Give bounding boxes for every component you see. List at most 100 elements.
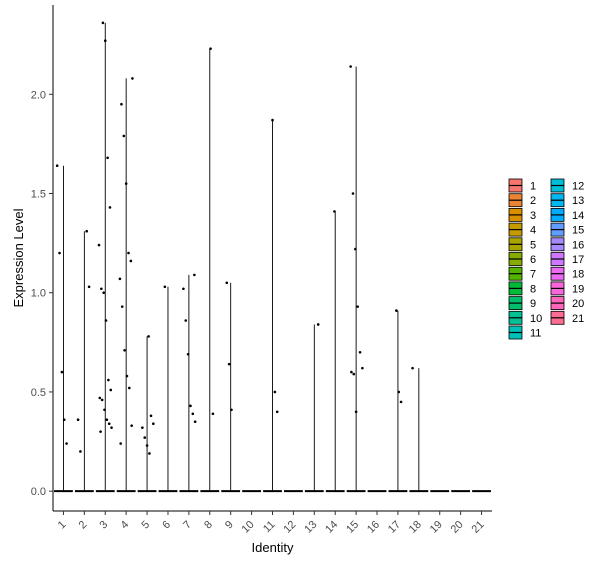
data-point [358, 350, 362, 354]
data-point [60, 370, 64, 374]
x-axis-title: Identity [252, 540, 294, 555]
data-point [209, 47, 212, 50]
legend-item-17: 17 [550, 252, 584, 266]
data-point [99, 430, 102, 433]
data-point [147, 335, 150, 338]
violin-6 [158, 285, 178, 493]
y-tick-label: 2.0 [31, 89, 46, 101]
data-point [98, 396, 102, 400]
legend-label-18: 18 [572, 269, 584, 281]
data-point [225, 281, 229, 285]
data-point [130, 424, 133, 427]
violin-9 [221, 281, 241, 493]
violin-3 [95, 21, 115, 493]
legend-label-2: 2 [530, 195, 536, 207]
violin-8 [200, 47, 220, 493]
legend-item-5: 5 [508, 237, 536, 251]
data-point [127, 251, 130, 255]
data-point [125, 374, 129, 378]
legend-item-21: 21 [550, 310, 584, 325]
data-point [119, 442, 122, 445]
legend-label-15: 15 [572, 225, 584, 237]
data-point [399, 400, 403, 404]
legend-label-7: 7 [530, 269, 536, 281]
legend-item-3: 3 [508, 207, 536, 222]
data-point [120, 102, 123, 106]
legend-label-4: 4 [530, 225, 536, 237]
data-point [104, 319, 108, 322]
data-point [58, 251, 61, 255]
data-point [123, 348, 126, 352]
data-point [351, 192, 355, 195]
data-point [100, 287, 103, 291]
data-point [129, 259, 133, 263]
legend-label-9: 9 [530, 298, 536, 310]
legend-label-20: 20 [572, 298, 584, 310]
data-point [273, 390, 277, 394]
legend-item-20: 20 [550, 296, 584, 310]
violin-4 [116, 77, 136, 493]
y-tick-label: 0.5 [31, 387, 46, 399]
legend-item-14: 14 [550, 207, 584, 222]
legend-item-19: 19 [550, 281, 584, 295]
legend-label-1: 1 [530, 181, 536, 193]
violin-5 [137, 335, 157, 493]
legend-item-8: 8 [508, 281, 536, 295]
data-point [227, 362, 231, 366]
data-point [110, 426, 113, 429]
data-point [107, 378, 110, 382]
violin-2 [74, 229, 94, 493]
data-point [122, 134, 126, 138]
legend-item-6: 6 [508, 252, 536, 266]
violin-15 [346, 65, 366, 493]
legend-item-13: 13 [550, 193, 584, 207]
legend-item-4: 4 [508, 222, 536, 237]
data-point [397, 390, 401, 394]
data-point [271, 118, 274, 122]
data-point [193, 420, 197, 424]
legend-item-2: 2 [508, 193, 536, 207]
data-point [118, 277, 122, 281]
violin-13 [304, 323, 324, 493]
data-point [275, 410, 279, 414]
data-point [349, 65, 352, 68]
legend-label-16: 16 [572, 239, 584, 251]
legend-item-16: 16 [550, 237, 584, 251]
legend-item-18: 18 [550, 266, 584, 281]
data-point [76, 418, 80, 422]
data-point [189, 404, 192, 408]
violin-7 [179, 273, 199, 493]
legend-item-9: 9 [508, 296, 536, 310]
violin-1 [54, 164, 73, 493]
legend-item-10: 10 [508, 310, 542, 325]
data-point [103, 408, 106, 412]
data-point [395, 309, 398, 312]
legend-item-15: 15 [550, 222, 584, 237]
data-point [352, 372, 356, 376]
legend-label-17: 17 [572, 254, 584, 266]
data-point [411, 366, 414, 370]
data-point [184, 319, 188, 322]
data-point [361, 366, 364, 370]
legend-item-1: 1 [508, 178, 536, 193]
data-point [106, 156, 109, 160]
data-point [163, 285, 167, 289]
y-tick-label: 1.5 [31, 189, 46, 201]
data-point [143, 436, 147, 439]
violin-17 [388, 309, 408, 493]
legend-item-7: 7 [508, 266, 536, 281]
data-point [152, 422, 155, 425]
data-point [230, 408, 233, 412]
y-tick-label: 0.0 [31, 486, 46, 498]
data-point [354, 410, 358, 414]
data-point [107, 422, 111, 425]
data-point [182, 287, 185, 291]
legend-label-8: 8 [530, 283, 536, 295]
data-point [131, 77, 134, 80]
y-tick-label: 1.0 [31, 288, 46, 300]
data-point [79, 450, 82, 453]
plot-area [54, 21, 491, 493]
